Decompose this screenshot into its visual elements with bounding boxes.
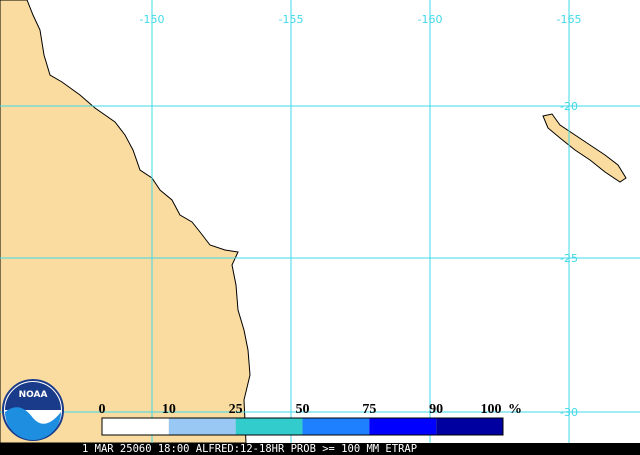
legend-label: 10 <box>162 402 176 417</box>
legend-frame <box>101 417 504 436</box>
longitude-label: -155 <box>279 13 304 26</box>
legend-swatch <box>302 418 370 435</box>
logo-text: NOAA <box>19 390 48 400</box>
legend-swatch <box>436 418 503 435</box>
latitude-label: -30 <box>560 406 578 419</box>
footer-bar <box>0 443 640 455</box>
legend-label: 75 <box>362 402 376 417</box>
legend-label: 90 <box>429 402 443 417</box>
legend-swatch <box>102 418 169 435</box>
land-new-caledonia <box>542 113 627 183</box>
land-australia <box>0 0 251 444</box>
legend-unit: % <box>508 402 522 417</box>
latitude-label: -25 <box>560 252 578 265</box>
latitude-label: -20 <box>560 100 578 113</box>
longitude-label: -160 <box>418 13 443 26</box>
legend-swatch <box>369 418 437 435</box>
legend-label: 25 <box>229 402 243 417</box>
noaa-logo: NOAA <box>2 379 64 441</box>
footer-text: 1 MAR 25060 18:00 ALFRED:12-18HR PROB >=… <box>82 443 417 455</box>
longitude-label: -165 <box>557 13 582 26</box>
legend-label: 100 <box>481 402 502 417</box>
legend-swatch <box>168 418 236 435</box>
legend-label: 0 <box>99 402 106 417</box>
legend-label: 50 <box>296 402 310 417</box>
longitude-label: -150 <box>140 13 165 26</box>
legend-swatch <box>235 418 303 435</box>
